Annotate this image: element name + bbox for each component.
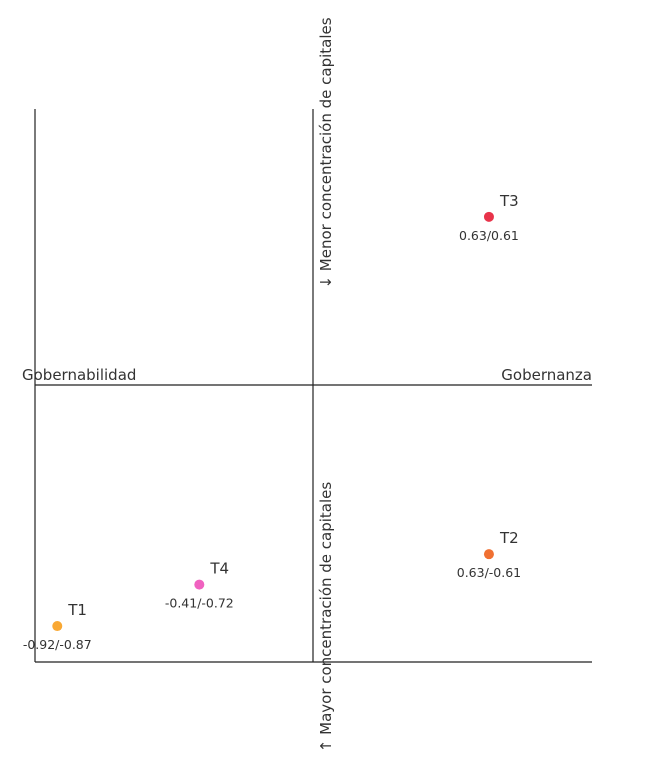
data-point-t1 (52, 621, 63, 632)
points-layer: T1 -0.92/-0.87 T2 0.63/-0.61 T3 0.63/0.61 T4 -0… (23, 192, 521, 652)
point-name-t2: T2 (499, 529, 519, 547)
point-name-t4: T4 (209, 560, 229, 578)
point-value-label-t3: 0.63/0.61 (459, 228, 519, 243)
y-axis-bottom-label: ↑ Mayor concentración de capitales (317, 482, 335, 753)
x-axis-right-label: Gobernanza (501, 366, 592, 384)
point-name-t3: T3 (499, 192, 519, 210)
point-value-label-t2: 0.63/-0.61 (457, 565, 521, 580)
data-point-t4 (194, 579, 205, 590)
point-value-label-t4: -0.41/-0.72 (165, 596, 234, 611)
y-axis-top-label: ↓ Menor concentración de capitales (317, 17, 335, 288)
data-point-t3 (483, 211, 494, 222)
point-name-t1: T1 (67, 601, 87, 619)
point-value-label-t1: -0.92/-0.87 (23, 637, 92, 652)
x-axis-left-label: Gobernabilidad (22, 366, 136, 384)
data-point-t2 (483, 549, 494, 560)
